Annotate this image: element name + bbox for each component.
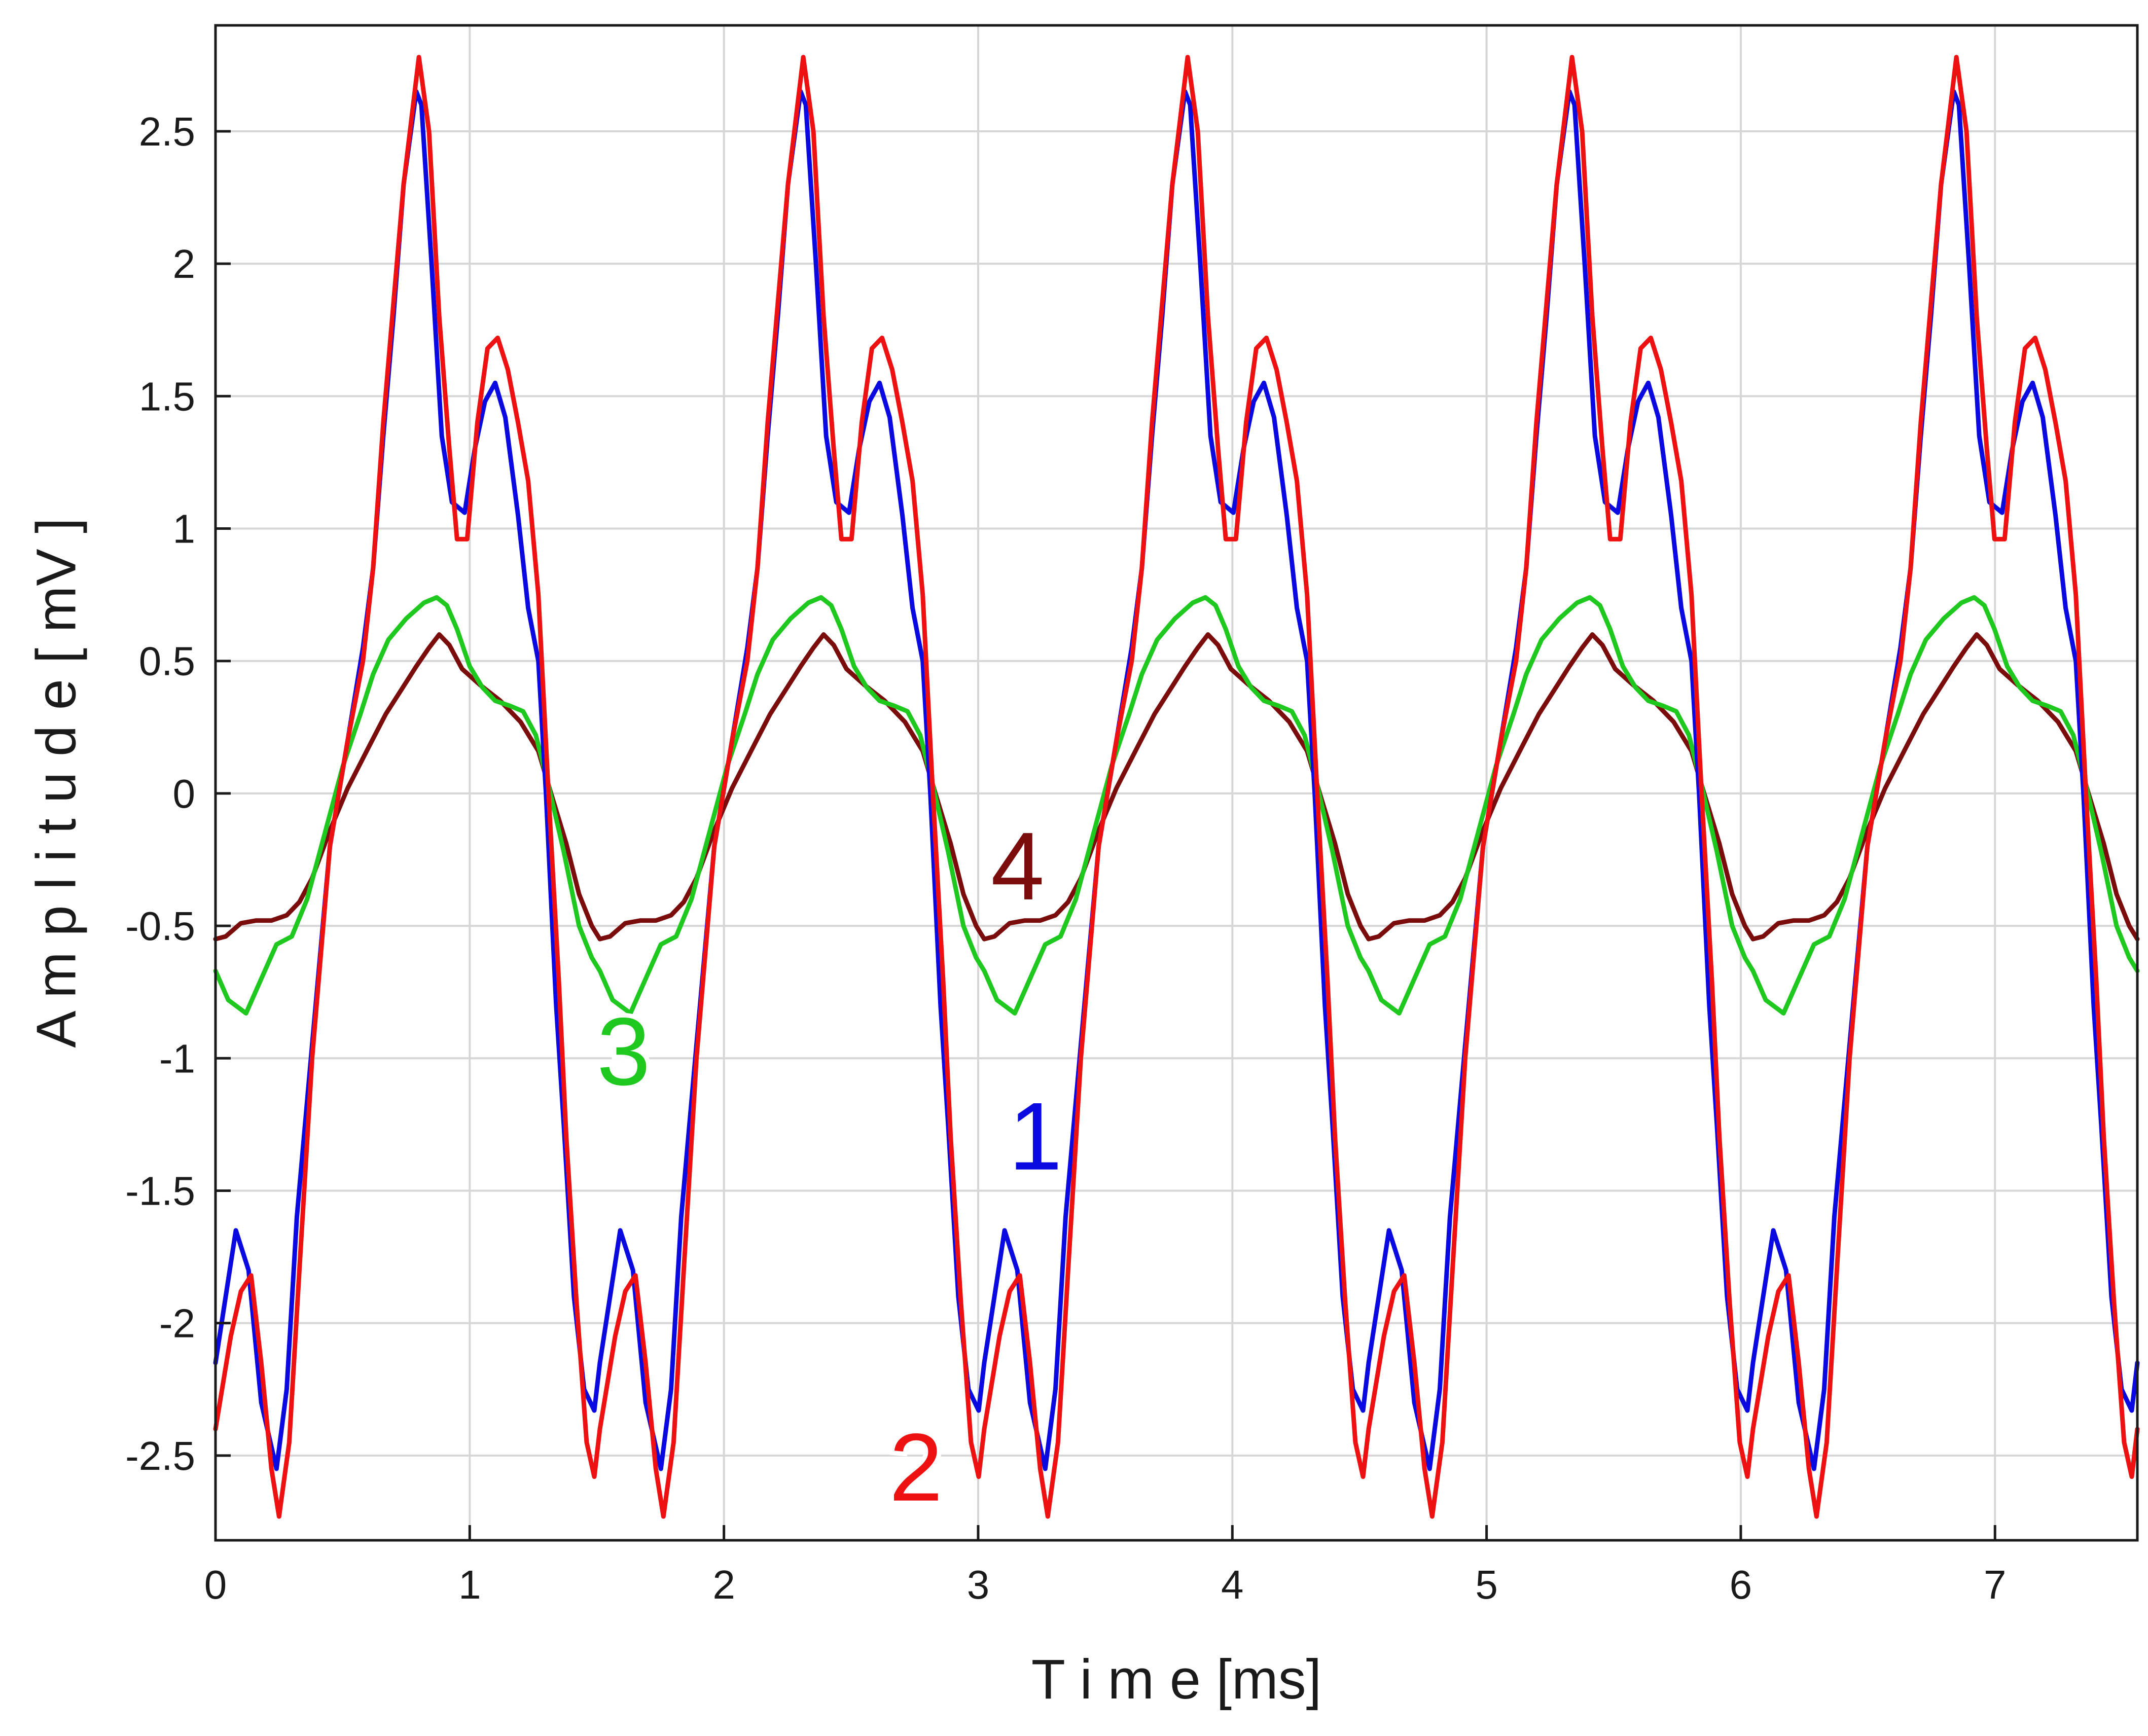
- series-2-line: [213, 55, 2140, 1519]
- series-3-label: 3: [597, 998, 651, 1106]
- x-tick-label: 7: [1984, 1562, 2007, 1607]
- y-tick-label: -1.5: [125, 1168, 195, 1213]
- series-1-label: 1: [1009, 1083, 1062, 1190]
- series-1-line: [213, 89, 2140, 1471]
- plot-frame: [214, 24, 2139, 1542]
- x-tick-label: 1: [458, 1562, 481, 1607]
- series-2-label: 2: [889, 1414, 943, 1522]
- series-layer: [213, 55, 2140, 1519]
- y-tick-label: -2: [159, 1301, 195, 1346]
- x-tick-label: 5: [1475, 1562, 1498, 1607]
- x-axis-ticks: 0 1 2 3 4 5 6 7: [204, 1525, 2007, 1607]
- y-axis-title: A m p l i t u d e [ mV ]: [25, 518, 88, 1047]
- x-tick-label: 6: [1730, 1562, 1752, 1607]
- y-tick-label: -0.5: [125, 903, 195, 949]
- series-4-label: 4: [991, 813, 1045, 920]
- y-tick-label: 0.5: [139, 639, 195, 684]
- y-tick-label: 2.5: [139, 109, 195, 154]
- x-tick-label: 2: [712, 1562, 735, 1607]
- y-tick-label: 1: [173, 507, 196, 552]
- grid-lines: [214, 25, 2137, 1540]
- y-tick-label: 0: [173, 771, 196, 816]
- y-tick-label: -2.5: [125, 1433, 195, 1478]
- y-tick-label: -1: [159, 1036, 195, 1081]
- series-labels: 1 2 3 4: [592, 808, 1067, 1526]
- x-tick-label: 4: [1221, 1562, 1244, 1607]
- x-tick-label: 0: [204, 1562, 227, 1607]
- y-tick-label: 2: [173, 241, 196, 286]
- y-axis-ticks: 2.5 2 1.5 1 0.5 0 -0.5 -1 -1.5 -2 -2.5: [125, 109, 231, 1478]
- x-tick-label: 3: [967, 1562, 990, 1607]
- x-axis-title: T i m e [ms]: [1031, 1648, 1321, 1711]
- y-tick-label: 1.5: [139, 374, 195, 419]
